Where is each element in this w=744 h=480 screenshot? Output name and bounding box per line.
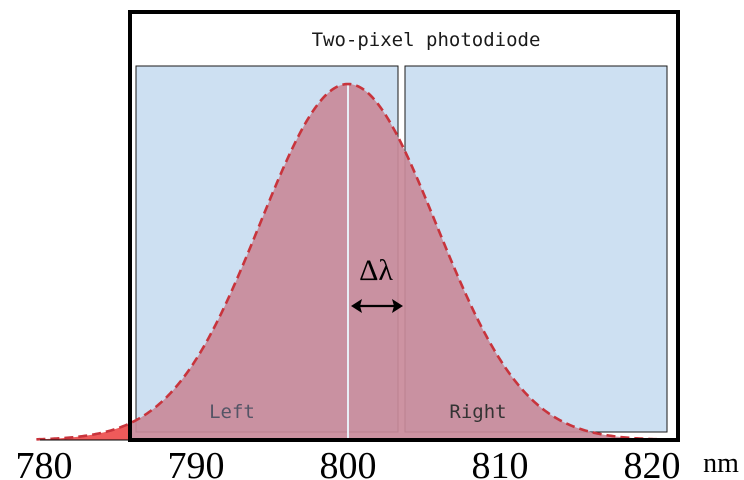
tick-label: 800 xyxy=(320,445,377,480)
gaussian-spectrum-fill xyxy=(130,84,659,440)
diagram-title: Two-pixel photodiode xyxy=(312,29,541,51)
tick-label: 780 xyxy=(16,445,73,480)
tick-label: 810 xyxy=(472,445,529,480)
tick-label: 790 xyxy=(168,445,225,480)
delta-lambda-label: Δλ xyxy=(359,254,393,287)
x-axis: 780 790 800 810 820 nm xyxy=(16,445,740,480)
gaussian-spectrum-outline xyxy=(36,82,659,441)
delta-lambda-arrow xyxy=(351,299,403,313)
right-pixel-label: Right xyxy=(449,401,506,423)
tick-label: 820 xyxy=(624,445,681,480)
left-pixel-label: Left xyxy=(209,401,255,423)
axis-unit: nm xyxy=(703,448,739,479)
